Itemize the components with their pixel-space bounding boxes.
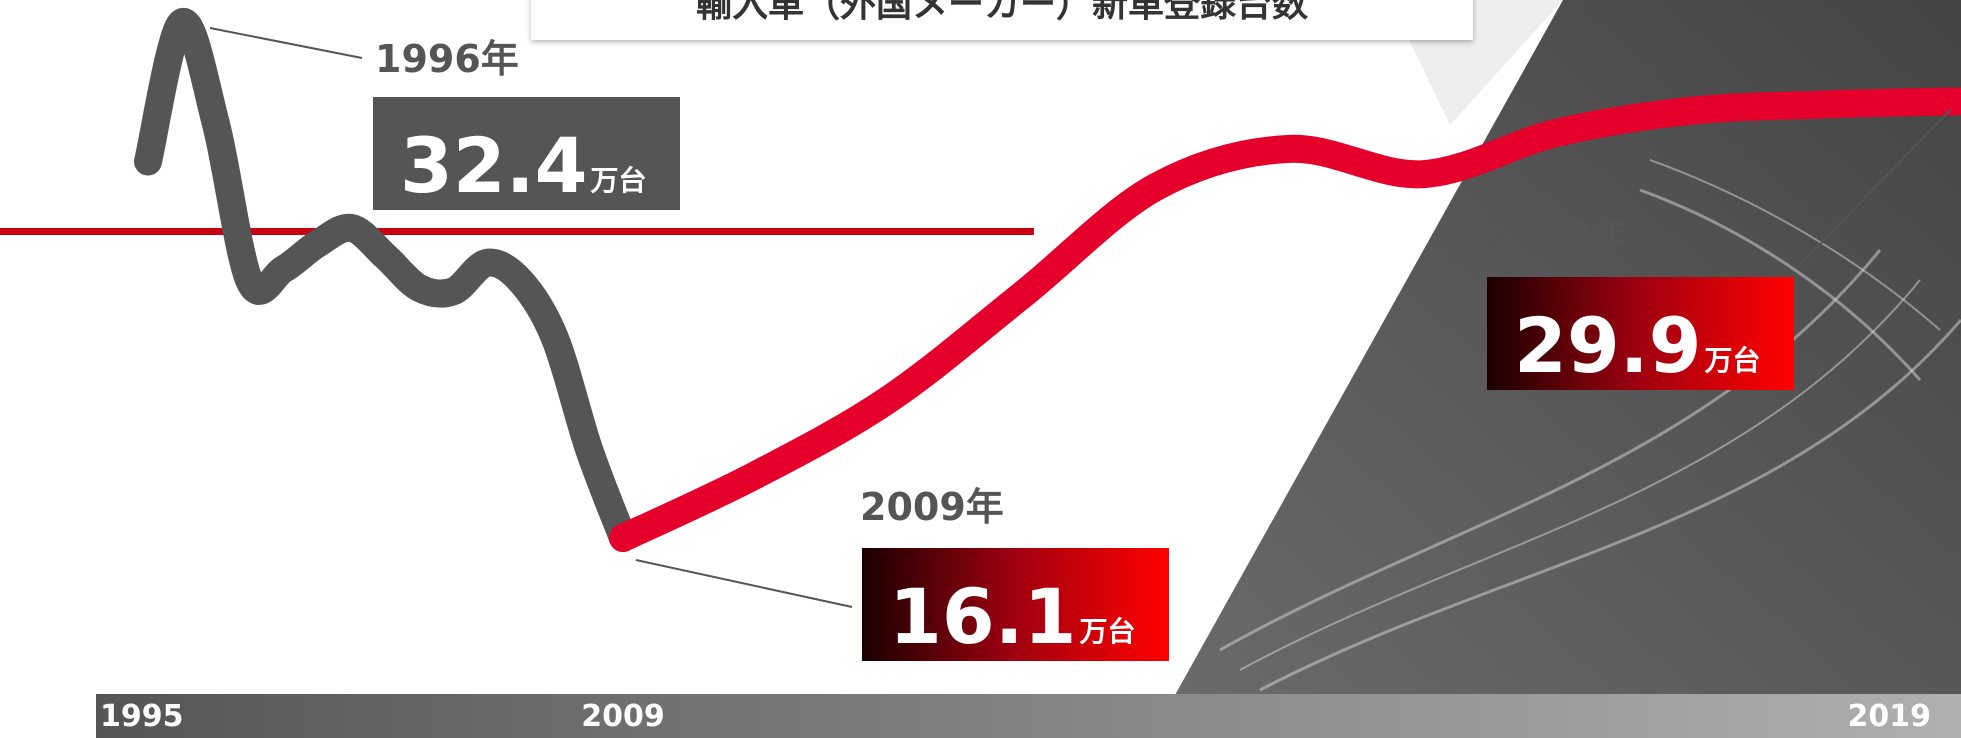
annotation-unit: 万台 — [1080, 615, 1136, 648]
annotation-value: 29.9 — [1514, 301, 1702, 390]
annotation-year: 1996年 — [375, 37, 519, 81]
annotation-value: 16.1 — [889, 572, 1077, 661]
x-axis-bar — [96, 694, 1961, 738]
leader-line — [636, 560, 852, 607]
leader-line — [210, 28, 362, 58]
chart-title: 輸入車（外国メーカー）新車登録台数 — [696, 0, 1308, 25]
x-tick-label: 1995 — [100, 699, 184, 734]
annotation-year: 2009年 — [860, 485, 1004, 529]
x-tick-label: 2009 — [581, 699, 665, 734]
divider — [0, 228, 1034, 235]
annotation-unit: 万台 — [591, 164, 647, 197]
x-tick-label: 2019 — [1848, 699, 1932, 734]
chart: 輸入車（外国メーカー）新車登録台数 1995200920191996年32.4万… — [0, 0, 1961, 738]
annotation-unit: 万台 — [1705, 344, 1761, 377]
annotation-year: 2019年 — [1485, 214, 1629, 258]
annotation-value: 32.4 — [400, 121, 588, 210]
